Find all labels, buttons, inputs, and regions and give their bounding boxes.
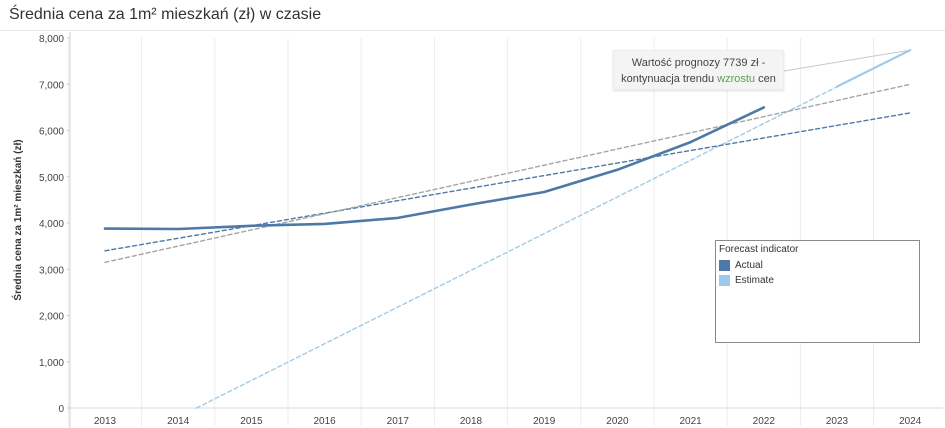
x-tick-label: 2019 [533, 416, 556, 427]
annotation-highlight: wzrostu [717, 73, 756, 85]
annotation-prefix: kontynuacja trendu [621, 73, 718, 85]
x-tick-label: 2024 [899, 416, 922, 427]
x-tick-label: 2015 [240, 416, 263, 427]
x-tick-label: 2020 [606, 416, 629, 427]
series-line-trend-all [104, 83, 911, 263]
x-tick-label: 2022 [753, 416, 776, 427]
annotation-pointer [783, 49, 911, 72]
forecast-annotation: Wartość prognozy 7739 zł - kontynuacja t… [613, 50, 784, 90]
y-tick-label: 3,000 [39, 265, 64, 276]
legend-label-actual: Actual [735, 260, 763, 271]
legend-swatch-estimate [719, 275, 730, 286]
x-tick-label: 2017 [387, 416, 410, 427]
y-tick-label: 6,000 [39, 127, 64, 138]
legend-item-actual[interactable]: Actual [719, 260, 763, 272]
tick-labels: 0 1,000 2,000 3,000 4,000 5,000 6,000 7,000 8,00… [39, 34, 922, 427]
legend-label-estimate: Estimate [735, 275, 774, 286]
series-line-trend-actual [104, 112, 911, 252]
y-tick-label: 7,000 [39, 80, 64, 91]
y-tick-label: 1,000 [39, 358, 64, 369]
y-tick-label: 0 [58, 404, 64, 415]
annotation-suffix: cen [755, 73, 776, 85]
x-tick-label: 2014 [167, 416, 190, 427]
x-tick-label: 2013 [94, 416, 117, 427]
legend: Forecast indicator Actual Estimate [715, 240, 920, 343]
y-tick-label: 2,000 [39, 312, 64, 323]
title-divider [0, 30, 945, 31]
x-tick-label: 2021 [679, 416, 702, 427]
y-tick-label: 5,000 [39, 173, 64, 184]
series-line-trend-estimate [195, 49, 911, 409]
x-tick-label: 2018 [460, 416, 483, 427]
series-lines [103, 48, 912, 409]
series-line-actual [103, 106, 766, 231]
series-line-estimate [835, 48, 912, 88]
legend-swatch-actual [719, 260, 730, 271]
x-tick-label: 2016 [313, 416, 336, 427]
y-tick-label: 8,000 [39, 34, 64, 45]
y-tick-label: 4,000 [39, 219, 64, 230]
y-axis-title: Średnia cena za 1m² mieszkań (zł) [13, 139, 24, 301]
legend-title: Forecast indicator [719, 244, 799, 255]
gridlines [67, 38, 875, 426]
axes [69, 32, 943, 428]
chart-title: Średnia cena za 1m² mieszkań (zł) w czas… [9, 6, 322, 23]
annotation-line-2: kontynuacja trendu wzrostu cen [614, 71, 783, 87]
annotation-line-1: Wartość prognozy 7739 zł - [631, 57, 766, 69]
legend-item-estimate[interactable]: Estimate [719, 275, 774, 287]
x-tick-label: 2023 [826, 416, 849, 427]
